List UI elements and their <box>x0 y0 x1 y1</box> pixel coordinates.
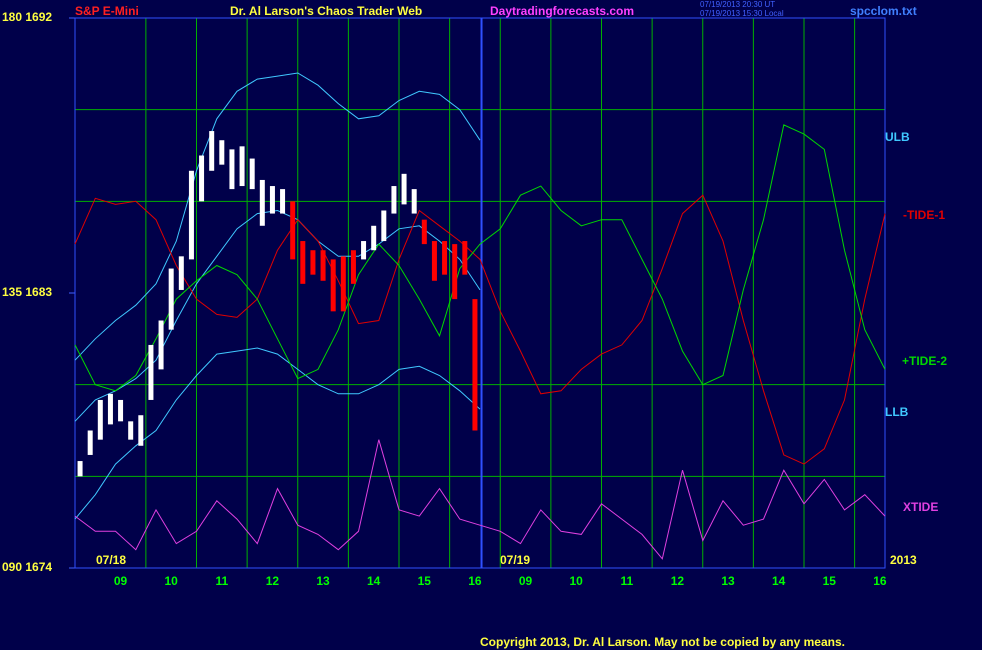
website: Daytradingforecasts.com <box>490 4 634 18</box>
price-bar <box>330 259 336 312</box>
instrument: S&P E-Mini <box>75 4 139 18</box>
price-bar <box>421 219 427 245</box>
price-bar <box>472 299 478 431</box>
series-label: ULB <box>885 130 910 144</box>
price-bar <box>300 241 306 284</box>
price-bar <box>249 158 255 190</box>
chart-title: Dr. Al Larson's Chaos Trader Web <box>230 4 422 18</box>
price-bar <box>87 430 93 455</box>
price-bar <box>259 179 265 226</box>
x-tick-label: 09 <box>519 574 533 588</box>
x-tick-label: 11 <box>215 574 228 588</box>
price-bar <box>107 393 113 425</box>
price-bar <box>219 140 225 165</box>
price-bar <box>411 189 417 214</box>
y-tick-label: 135 1683 <box>2 285 52 299</box>
price-bar <box>128 421 134 440</box>
x-tick-label: 13 <box>721 574 735 588</box>
price-bar <box>229 149 235 190</box>
x-tick-label: 11 <box>620 574 633 588</box>
price-bar <box>391 186 397 214</box>
series-line <box>74 439 886 560</box>
series-label: XTIDE <box>903 500 938 514</box>
price-bar <box>158 320 164 370</box>
x-tick-label: 16 <box>873 574 887 588</box>
y-tick-label: 180 1692 <box>2 10 52 24</box>
price-bar <box>442 241 448 275</box>
date-label: 07/18 <box>96 553 126 567</box>
price-bar <box>452 244 458 300</box>
price-bar <box>148 344 154 400</box>
price-bar <box>340 256 346 312</box>
price-bar <box>290 201 296 260</box>
x-tick-label: 15 <box>418 574 432 588</box>
plot-frame <box>74 17 886 569</box>
price-bar <box>310 250 316 275</box>
x-tick-label: 14 <box>772 574 786 588</box>
price-bar <box>188 170 194 260</box>
price-bar <box>269 186 275 214</box>
price-bar <box>320 250 326 281</box>
x-tick-label: 12 <box>266 574 280 588</box>
y-tick-label: 090 1674 <box>2 560 52 574</box>
x-tick-label: 16 <box>468 574 482 588</box>
x-tick-label: 14 <box>367 574 381 588</box>
x-tick-label: 10 <box>570 574 584 588</box>
series-line <box>74 72 481 361</box>
series-label: +TIDE-2 <box>902 354 947 368</box>
date-label: 2013 <box>890 553 917 567</box>
price-bar <box>97 399 103 440</box>
price-bar <box>178 256 184 290</box>
price-bar <box>209 131 215 171</box>
series-line <box>74 194 886 465</box>
price-bar <box>118 399 124 422</box>
copyright: Copyright 2013, Dr. Al Larson. May not b… <box>480 635 845 649</box>
price-bar <box>138 415 144 446</box>
price-bar <box>371 225 377 251</box>
price-bar <box>401 173 407 205</box>
x-tick-label: 09 <box>114 574 128 588</box>
price-bar <box>199 155 205 202</box>
price-bar <box>431 241 437 281</box>
file-name: spcclom.txt <box>850 4 917 18</box>
price-bar <box>239 146 245 187</box>
series-label: LLB <box>885 405 909 419</box>
price-bar <box>350 250 356 284</box>
series-line <box>74 124 886 392</box>
price-bar <box>77 461 83 477</box>
price-bar <box>168 268 174 330</box>
x-tick-label: 13 <box>316 574 330 588</box>
price-bar <box>361 241 367 260</box>
x-tick-label: 15 <box>823 574 837 588</box>
price-bar <box>462 241 468 275</box>
series-label: -TIDE-1 <box>903 208 945 222</box>
x-tick-label: 10 <box>165 574 179 588</box>
timestamp-ut: 07/19/2013 20:30 UT <box>700 0 775 9</box>
price-bar <box>381 210 387 242</box>
x-tick-label: 12 <box>671 574 685 588</box>
date-label: 07/19 <box>500 553 530 567</box>
price-bar <box>280 189 286 214</box>
timestamp-local: 07/19/2013 15:30 Local <box>700 9 784 18</box>
